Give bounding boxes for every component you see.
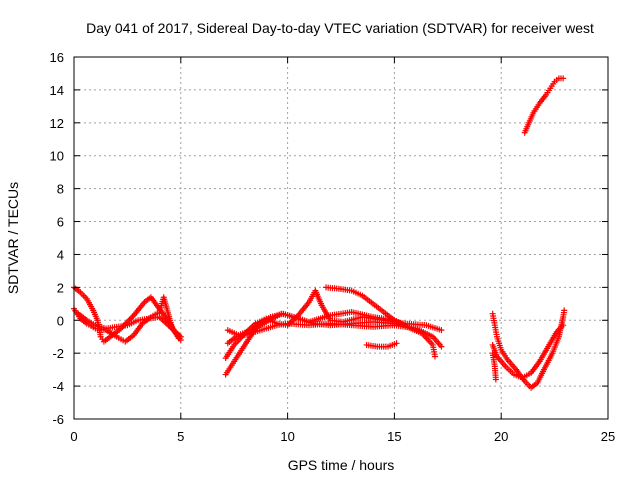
x-axis-label: GPS time / hours	[288, 457, 395, 473]
y-tick-label: -6	[52, 412, 64, 427]
grid-lines	[74, 57, 608, 419]
y-tick-label: 10	[50, 149, 64, 164]
data-point-marker	[492, 376, 499, 383]
data-points	[71, 75, 568, 391]
x-tick-label: 15	[387, 429, 401, 444]
data-point-marker	[438, 327, 445, 334]
data-point-marker	[431, 353, 438, 360]
data-point-marker	[560, 322, 567, 329]
y-tick-label: 6	[57, 215, 64, 230]
x-tick-label: 25	[601, 429, 615, 444]
y-tick-label: 2	[57, 280, 64, 295]
series-s11	[489, 322, 567, 381]
data-point-marker	[129, 313, 136, 320]
data-point-marker	[177, 333, 184, 340]
y-axis-ticks: -6 -4 -2 0 2 4 6 8 10 12 14 16	[50, 50, 608, 427]
series-s9	[363, 340, 400, 350]
chart-title: Day 041 of 2017, Sidereal Day-to-day VTE…	[86, 20, 594, 36]
series-s7	[224, 309, 438, 360]
series-s3	[75, 310, 184, 340]
x-tick-label: 5	[177, 429, 184, 444]
series-s13	[521, 75, 567, 136]
series-s12	[489, 350, 499, 383]
x-tick-label: 0	[70, 429, 77, 444]
y-tick-label: 16	[50, 50, 64, 65]
x-tick-label: 10	[280, 429, 294, 444]
y-tick-label: 8	[57, 182, 64, 197]
series-s8	[323, 284, 409, 329]
x-axis-ticks: 0 5 10 15 20 25	[70, 57, 615, 444]
y-tick-label: 4	[57, 247, 64, 262]
x-tick-label: 20	[494, 429, 508, 444]
y-tick-label: 0	[57, 313, 64, 328]
series-s1	[71, 284, 182, 345]
y-tick-label: 12	[50, 116, 64, 131]
y-tick-label: -2	[52, 346, 64, 361]
data-point-marker	[561, 307, 568, 314]
data-point-marker	[393, 340, 400, 347]
data-point-marker	[127, 315, 134, 322]
y-tick-label: -4	[52, 379, 64, 394]
plot-frame	[73, 56, 609, 420]
y-axis-label: SDTVAR / TECUs	[5, 182, 21, 294]
y-tick-label: 14	[50, 83, 64, 98]
data-point-marker	[438, 343, 445, 350]
data-point-marker	[402, 322, 409, 329]
data-point-marker	[560, 75, 567, 82]
